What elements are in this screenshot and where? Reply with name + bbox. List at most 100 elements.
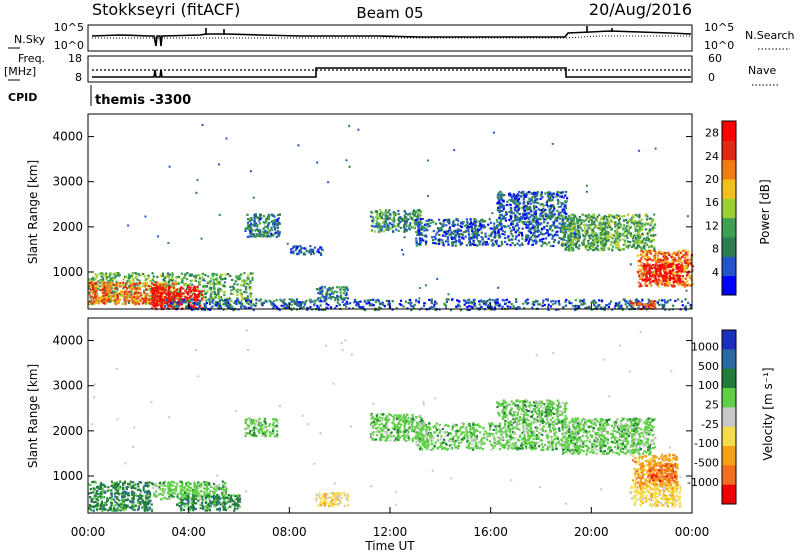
power-echo-cell xyxy=(214,303,217,306)
power-echo-cell xyxy=(457,219,460,222)
power-echo-cell xyxy=(535,205,538,209)
power-echo-cell xyxy=(421,237,424,240)
power-echo-cell xyxy=(616,242,619,245)
power-echo-cell xyxy=(494,299,497,302)
power-echo-cell xyxy=(540,244,543,247)
power-echo-cell xyxy=(435,242,438,245)
power-echo-cell xyxy=(553,234,556,237)
power-echo-cell xyxy=(273,300,276,303)
power-echo-cell xyxy=(119,292,122,295)
power-echo-cell xyxy=(494,240,497,243)
power-echo-cell xyxy=(369,298,372,302)
power-echo-cell xyxy=(408,224,412,227)
power-echo-cell xyxy=(285,307,288,310)
power-echo-cell xyxy=(681,249,684,252)
power-echo-cell xyxy=(138,288,141,291)
power-echo-cell xyxy=(569,228,572,231)
power-echo-cell xyxy=(490,233,493,236)
power-echo-cell xyxy=(655,272,658,276)
power-echo-cell xyxy=(647,300,651,304)
power-echo-cell xyxy=(394,212,397,215)
power-echo-cell xyxy=(617,305,621,308)
power-echo-cell xyxy=(609,235,612,239)
power-echo-cell xyxy=(249,272,252,275)
power-echo-cell xyxy=(675,281,678,284)
power-echo-cell xyxy=(471,243,474,246)
power-echo-cell xyxy=(365,302,368,305)
power-echo-cell xyxy=(142,284,145,288)
power-echo-cell xyxy=(645,267,648,270)
power-echo-cell xyxy=(126,293,129,296)
power-echo-cell xyxy=(92,283,95,286)
power-echo-cell xyxy=(375,223,378,226)
power-echo-cell xyxy=(282,300,285,303)
power-echo-cell xyxy=(247,225,250,229)
power-echo-cell xyxy=(517,306,520,309)
power-echo-cell xyxy=(404,300,407,303)
power-echo-cell xyxy=(430,218,433,222)
power-echo-cell xyxy=(189,289,193,293)
power-echo-cell xyxy=(526,215,529,218)
power-echo-cell xyxy=(600,306,603,309)
power-echo-cell xyxy=(353,298,356,301)
power-echo-cell xyxy=(685,265,688,268)
power-echo-cell xyxy=(670,255,673,258)
power-echo-cell xyxy=(128,299,131,302)
power-echo-cell xyxy=(561,230,564,234)
power-echo-cell xyxy=(594,247,597,250)
power-echo-cell xyxy=(168,290,171,293)
power-echo-cell xyxy=(574,243,577,246)
power-echo-cell xyxy=(160,286,163,289)
power-echo-cell xyxy=(550,215,553,218)
power-echo-cell xyxy=(409,302,412,306)
power-echo-cell xyxy=(335,286,339,289)
power-echo-cell xyxy=(536,190,539,194)
power-echo-cell xyxy=(127,273,131,276)
nsearch-trace xyxy=(92,35,691,39)
power-echo-cell xyxy=(514,197,517,200)
power-echo-cell xyxy=(207,275,210,278)
power-echo-cell xyxy=(566,219,569,222)
power-echo-cell xyxy=(508,198,511,201)
power-echo-cell xyxy=(206,281,209,284)
power-echo-cell xyxy=(675,260,678,263)
power-echo-cell xyxy=(606,226,609,229)
power-echo-cell xyxy=(652,239,655,242)
power-echo-cell xyxy=(661,283,664,286)
power-echo-cell xyxy=(656,259,659,263)
power-echo-cell xyxy=(652,234,655,237)
power-echo-cell xyxy=(133,298,136,301)
power-echo-cell xyxy=(469,223,472,226)
power-echo-cell xyxy=(513,206,517,209)
power-echo-cell xyxy=(627,301,630,304)
power-echo-cell xyxy=(424,243,428,246)
power-echo-cell xyxy=(141,302,144,305)
power-echo-cell xyxy=(478,225,481,228)
power-echo-cell xyxy=(151,279,154,282)
power-echo-cell xyxy=(276,224,279,227)
power-echo-cell xyxy=(447,243,450,246)
power-echo-cell xyxy=(518,213,522,216)
power-echo-cell xyxy=(313,302,316,305)
power-echo-cell xyxy=(258,232,261,235)
power-echo-cell xyxy=(577,305,581,308)
power-echo-cell xyxy=(511,197,514,200)
power-echo-cell xyxy=(313,304,316,307)
power-echo-cell xyxy=(677,298,680,301)
power-echo-cell xyxy=(537,217,540,220)
power-echo-cell xyxy=(164,291,167,294)
power-echo-cell xyxy=(390,223,393,226)
power-echo-cell xyxy=(91,285,95,288)
power-echo-cell xyxy=(559,226,562,229)
power-echo-cell xyxy=(627,230,630,233)
power-echo-cell xyxy=(632,222,636,225)
power-echo-cell xyxy=(460,222,463,225)
power-echo-cell xyxy=(482,226,485,229)
power-echo-cell xyxy=(542,204,545,207)
power-echo-cell xyxy=(125,275,128,279)
power-echo-cell xyxy=(127,277,130,280)
power-echo-cell xyxy=(470,225,473,229)
power-echo-cell xyxy=(662,259,665,262)
power-echo-cell xyxy=(467,229,470,232)
power-echo-cell xyxy=(600,242,603,245)
